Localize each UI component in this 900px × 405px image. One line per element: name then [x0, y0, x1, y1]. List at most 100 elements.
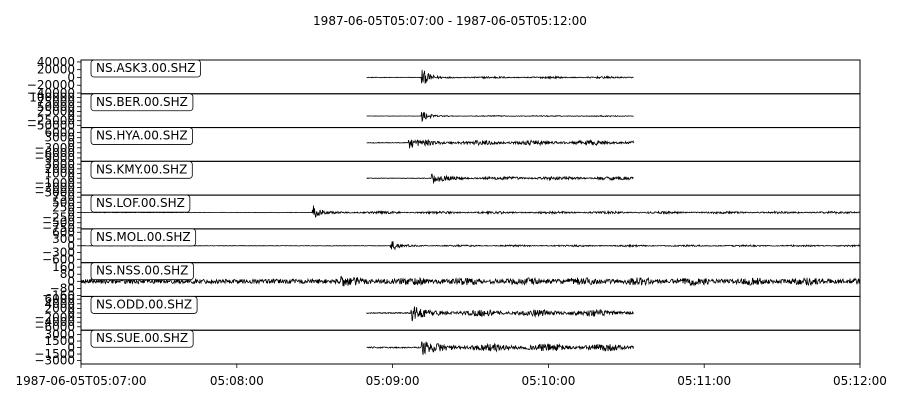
- y-tick-label: −3000: [34, 354, 75, 368]
- y-tick-label: 250: [52, 200, 75, 214]
- y-tick-label: 3000: [44, 157, 75, 171]
- trace-label-box: [90, 262, 194, 281]
- y-tick-label: 40000: [37, 55, 75, 69]
- y-tick-label: 6000: [44, 126, 75, 140]
- y-tick-label: −160: [42, 289, 75, 303]
- y-tick-label: 1000: [44, 167, 75, 181]
- waveform-line: [366, 341, 634, 355]
- y-tick-label: 0: [67, 274, 75, 288]
- trace-label: NS.KMY.00.SHZ: [96, 162, 187, 176]
- trace-label-box: [90, 93, 194, 112]
- trace-label: NS.NSS.00.SHZ: [96, 264, 188, 278]
- x-tick-label: 05:08:00: [210, 374, 264, 388]
- x-tick-label: 05:10:00: [521, 374, 575, 388]
- waveform-line: [366, 173, 634, 184]
- y-tick-label: 3000: [44, 131, 75, 145]
- x-axis: 1987-06-05T05:07:00 05:08:00 05:09:00 05:10…: [16, 364, 887, 388]
- trace-label-box: [90, 194, 191, 213]
- y-tick-label: −25000: [27, 114, 75, 128]
- trace-label-box: [90, 59, 201, 78]
- y-tick-label: 3000: [44, 328, 75, 342]
- y-tick-label: −2000: [34, 311, 75, 325]
- waveform-line: [366, 69, 634, 84]
- trace-label: NS.ASK3.00.SHZ: [96, 61, 196, 75]
- x-tick-label: 05:12:00: [833, 374, 887, 388]
- y-tick-label: 750: [52, 190, 75, 204]
- waveform-line: [81, 275, 860, 287]
- y-tick-label: 300: [52, 232, 75, 246]
- trace-label-box: [90, 228, 197, 247]
- y-tick-label: 600: [52, 225, 75, 239]
- trace-label-box: [90, 329, 194, 348]
- y-tick-label: 0: [67, 306, 75, 320]
- waveform-line: [366, 111, 634, 123]
- y-tick-label: 80: [60, 267, 75, 281]
- trace-label: NS.ODD.00.SHZ: [96, 297, 192, 311]
- trace-label-box: [90, 127, 193, 145]
- y-tick-label: −40000: [27, 86, 75, 100]
- trace-label: NS.LOF.00.SHZ: [96, 196, 185, 210]
- trace-label: NS.SUE.00.SHZ: [96, 331, 188, 345]
- y-tick-label: −3000: [34, 141, 75, 155]
- y-tick-label: 500: [52, 195, 75, 209]
- y-tick-label: 2000: [44, 162, 75, 176]
- y-tick-label: 160: [52, 260, 75, 274]
- panel-frame: [80, 329, 861, 365]
- y-tick-label: 0: [67, 206, 75, 220]
- x-tick-label: 05:11:00: [677, 374, 731, 388]
- trace-label: NS.MOL.00.SHZ: [96, 230, 191, 244]
- trace-label: NS.HYA.00.SHZ: [96, 129, 188, 143]
- panel-frame: [80, 93, 861, 129]
- y-tick-label: −750: [42, 221, 75, 235]
- y-tick-label: 75000: [37, 95, 75, 109]
- panel-frame: [80, 127, 861, 162]
- y-tick-label: −6000: [34, 146, 75, 160]
- y-tick-label: −3000: [34, 185, 75, 199]
- y-tick-label: 0: [67, 70, 75, 84]
- y-tick-label: −50000: [27, 118, 75, 132]
- y-tick-label: 0: [67, 341, 75, 355]
- waveform-line: [366, 306, 634, 322]
- waveform-line: [81, 241, 860, 251]
- y-tick-label: 25000: [37, 104, 75, 118]
- y-tick-label: −600: [42, 252, 75, 266]
- x-tick-label: 1987-06-05T05:07:00: [16, 374, 147, 388]
- trace-label-box: [90, 160, 193, 179]
- y-tick-label: 20000: [37, 63, 75, 77]
- y-tick-label: 0: [67, 171, 75, 185]
- y-tick-label: −6000: [34, 320, 75, 334]
- y-tick-label: −2000: [34, 181, 75, 195]
- waveform-line: [366, 138, 634, 149]
- x-tick-label: 05:09:00: [366, 374, 420, 388]
- y-tick-label: −1000: [34, 176, 75, 190]
- y-tick-label: −500: [42, 216, 75, 230]
- y-tick-label: −250: [42, 211, 75, 225]
- y-tick-label: 0: [67, 239, 75, 253]
- y-tick-label: −300: [42, 246, 75, 260]
- trace-label-box: [90, 296, 198, 314]
- chart-title: 1987-06-05T05:07:00 - 1987-06-05T05:12:0…: [313, 14, 587, 28]
- y-tick-label: −4000: [34, 315, 75, 329]
- y-tick-label: 100000: [29, 90, 75, 104]
- trace-label: NS.BER.00.SHZ: [96, 95, 188, 109]
- y-tick-label: −1500: [34, 347, 75, 361]
- y-tick-label: 2000: [44, 301, 75, 315]
- y-tick-label: 6000: [44, 292, 75, 306]
- trace-panels: 40000200000−20000−40000NS.ASK3.00.SHZ100…: [27, 55, 861, 368]
- y-tick-label: 0: [67, 109, 75, 123]
- y-tick-label: −80: [50, 281, 75, 295]
- y-tick-label: 0: [67, 136, 75, 150]
- y-tick-label: 1500: [44, 334, 75, 348]
- waveform-line: [81, 205, 860, 219]
- y-tick-label: 4000: [44, 297, 75, 311]
- y-tick-label: −9000: [34, 151, 75, 165]
